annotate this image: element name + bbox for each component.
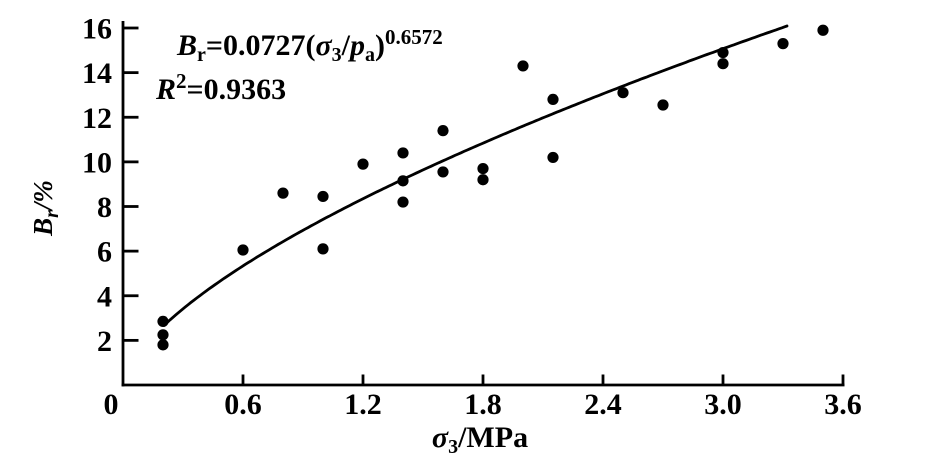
data-point	[397, 196, 409, 208]
data-point	[157, 315, 169, 328]
equation-sigma: σ	[315, 29, 332, 62]
x-tick-label: 1.2	[344, 388, 382, 421]
y-axis-title-unit: /%	[28, 180, 58, 211]
data-points-layer	[157, 24, 829, 351]
data-point	[357, 158, 369, 170]
x-tick-label: 2.4	[584, 388, 622, 421]
equation-var-B: B	[177, 29, 198, 62]
x-axis-title: σ3/MPa	[380, 421, 580, 458]
x-axis-title-sub: 3	[448, 436, 459, 458]
data-point	[717, 58, 729, 70]
x-tick-label: 3.0	[704, 388, 742, 421]
r-squared-annotation: R2=0.9363	[156, 70, 443, 114]
r-squared-value: =0.9363	[186, 73, 287, 106]
data-point	[317, 190, 329, 203]
axes	[121, 21, 845, 387]
fit-equation-annotation: Br=0.0727(σ3/pa)0.6572 R2=0.9363	[156, 22, 443, 114]
r-squared-var: R	[156, 73, 177, 106]
y-tick-label: 10	[82, 146, 112, 179]
equation-sub-3: 3	[331, 44, 342, 66]
equation-p: p	[350, 29, 366, 62]
data-point	[617, 87, 629, 99]
data-point	[317, 243, 329, 255]
equation-divider: /	[341, 29, 351, 62]
data-point	[547, 151, 559, 164]
fit-equation: Br=0.0727(σ3/pa)0.6572	[177, 22, 443, 70]
data-point	[397, 147, 409, 159]
x-tick-label: 1.8	[464, 388, 502, 421]
tick-labels: 2 4 6 8 10 12 14 16 0 0.6 1.2 1.8 2.4 3.0 3.6	[82, 13, 862, 422]
y-axis-title: Br/%	[21, 173, 65, 243]
x-tick-label: 0	[104, 388, 119, 421]
fit-curve	[162, 24, 789, 327]
equation-sub-r: r	[197, 44, 206, 66]
x-axis-title-unit: /MPa	[458, 421, 529, 454]
data-point	[237, 244, 249, 256]
x-axis-title-sigma: σ	[431, 421, 449, 454]
data-point	[477, 174, 489, 186]
y-tick-label: 16	[82, 13, 112, 46]
y-tick-label: 2	[97, 325, 112, 358]
fit-curve-layer	[162, 24, 789, 327]
y-axis-title-sub: r	[41, 210, 63, 218]
data-point	[817, 24, 829, 36]
y-tick-label: 6	[97, 236, 112, 269]
y-axis-title-B: B	[28, 217, 58, 236]
equation-sub-a: a	[365, 44, 376, 66]
y-tick-label: 8	[97, 191, 112, 224]
data-point	[657, 99, 669, 111]
equation-coefficient: =0.0727(	[205, 29, 316, 62]
x-tick-label: 3.6	[824, 388, 862, 421]
data-point	[477, 162, 489, 175]
equation-close-paren: )	[375, 29, 386, 62]
y-tick-label: 12	[82, 102, 112, 135]
data-point	[437, 125, 449, 137]
y-tick-label: 14	[82, 57, 112, 90]
data-point	[437, 166, 449, 178]
data-point	[277, 187, 289, 199]
data-point	[777, 38, 789, 50]
data-point	[157, 339, 169, 351]
data-point	[717, 46, 729, 59]
y-tick-label: 4	[97, 280, 112, 313]
r-squared-sup: 2	[176, 69, 187, 93]
data-point	[547, 93, 559, 105]
data-point	[517, 60, 529, 72]
x-tick-label: 0.6	[224, 388, 262, 421]
data-point	[397, 175, 409, 187]
equation-exponent: 0.6572	[385, 25, 443, 49]
data-point	[157, 329, 169, 341]
